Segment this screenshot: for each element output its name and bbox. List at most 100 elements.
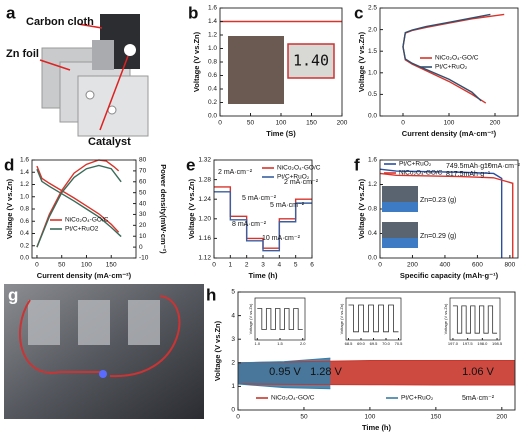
annotation: 10 mA·cm⁻²	[262, 235, 301, 242]
annotation: 5 mA·cm⁻²	[242, 195, 277, 202]
y-tick-label: 1.5	[368, 48, 377, 55]
x-tick-label: 600	[472, 262, 483, 269]
cycling-band	[238, 358, 331, 389]
y2-axis-label: Power density(mW·cm⁻²)	[159, 164, 168, 254]
inset-line	[257, 308, 303, 330]
legend-label: NiCo₂O₄-GO/C	[271, 395, 315, 402]
y-tick-label: 0.6	[20, 218, 29, 225]
y-axis-label: Voltage (V vs.Zn)	[357, 31, 366, 92]
x-axis-label: Current density (mA·cm⁻²)	[37, 271, 132, 280]
x-tick-label: 800	[504, 262, 515, 269]
x-tick-label: 6	[310, 262, 314, 269]
annotation: 8 mA·cm⁻²	[232, 221, 267, 228]
plot-frame	[379, 7, 519, 117]
y-tick-label: 2.0	[368, 26, 377, 33]
annotation: 2 mA·cm⁻²	[218, 169, 253, 176]
panel-label: f	[354, 155, 360, 174]
x-tick-label: 200	[337, 120, 348, 127]
x-tick-label: 200	[407, 262, 418, 269]
y-tick-label: 0.8	[368, 206, 377, 213]
x-axis-label: Time (h)	[248, 271, 278, 280]
data-line	[379, 168, 503, 258]
y-tick-label: 1	[231, 383, 235, 390]
inset-x-tick-label: 1.5	[277, 341, 283, 346]
y-tick-label: 0.0	[368, 255, 377, 262]
y-tick-label: 1.0	[208, 45, 217, 52]
legend-label: Pt/C+RuO2	[65, 226, 99, 233]
inset-x-tick-label: 197.0	[448, 341, 459, 346]
y2-tick-label: 0	[139, 244, 143, 251]
inset-photo	[382, 202, 418, 212]
inset-x-tick-label: 1.0	[254, 341, 260, 346]
cell	[78, 300, 110, 345]
legend-label: Pt/C+RuO₂	[399, 161, 432, 168]
y-tick-label: 0.0	[208, 113, 217, 120]
pointer	[77, 23, 103, 29]
y2-tick-label: -10	[139, 255, 149, 262]
led	[99, 370, 107, 378]
y2-tick-label: 40	[139, 200, 147, 207]
band-edge	[237, 383, 515, 386]
x-tick-label: 100	[364, 414, 375, 421]
y-tick-label: 1.6	[208, 5, 217, 12]
x-tick-label: 0	[401, 120, 405, 127]
y-axis-label: Voltage (V vs.Zn)	[192, 31, 201, 92]
y-tick-label: 4	[231, 312, 235, 319]
x-tick-label: 100	[81, 262, 92, 269]
y-tick-label: 2.5	[368, 5, 377, 12]
cell	[128, 300, 160, 345]
y2-tick-label: 10	[139, 233, 147, 240]
inset-x-tick-label: 69.0	[357, 341, 366, 346]
y-tick-label: 2	[231, 360, 235, 367]
annotation: 1.06 V	[462, 366, 494, 378]
x-axis-label: Time (S)	[266, 129, 296, 138]
inset-photo	[382, 238, 418, 248]
x-axis-label: Time (h)	[362, 423, 392, 432]
y-tick-label: 0.5	[368, 91, 377, 98]
y-tick-label: 1.6	[368, 157, 377, 164]
inset-x-tick-label: 197.5	[463, 341, 474, 346]
y-axis-label: Voltage (V vs.Zn)	[357, 178, 366, 239]
data-line	[36, 164, 122, 248]
inset-x-tick-label: 198.5	[492, 341, 503, 346]
y2-tick-label: 30	[139, 211, 147, 218]
y2-tick-label: 80	[139, 157, 147, 164]
inset-x-tick-label: 198.0	[477, 341, 488, 346]
y-tick-label: 0.0	[20, 255, 29, 262]
x-axis-label: Specific capacity (mAh·g⁻¹)	[400, 271, 499, 280]
lcd-display: 1.40	[293, 52, 329, 70]
pointer	[99, 55, 129, 131]
inset-x-tick-label: 68.5	[345, 341, 354, 346]
y-tick-label: 3	[231, 336, 235, 343]
x-tick-label: 50	[58, 262, 66, 269]
catalyst-spot	[124, 44, 136, 56]
legend-label: NiCo₂O₄-GO/C	[435, 55, 479, 62]
cell	[28, 300, 60, 345]
panel-g: g	[4, 284, 204, 419]
band-edge	[237, 359, 515, 364]
y-tick-label: 0.4	[368, 230, 377, 237]
y-tick-label: 1.32	[198, 157, 211, 164]
panel-label: b	[188, 3, 198, 22]
y2-tick-label: 70	[139, 168, 147, 175]
inset-y-label: Voltage (V vs.Zn)	[443, 303, 448, 334]
x-tick-label: 4	[278, 262, 282, 269]
x-tick-label: 50	[300, 414, 308, 421]
panel-label: a	[6, 3, 16, 22]
panel-label: g	[8, 285, 18, 304]
y-tick-label: 5	[231, 289, 235, 296]
hole	[85, 90, 95, 100]
label: Catalyst	[88, 136, 131, 148]
legend-label: Pt/C+RuO₂	[277, 174, 310, 181]
x-tick-label: 150	[106, 262, 117, 269]
inset-x-tick-label: 2.0	[300, 341, 306, 346]
band-edge	[237, 383, 331, 390]
x-tick-label: 100	[444, 120, 455, 127]
legend-label: Pt/C+RuO₂	[435, 64, 468, 71]
y-tick-label: 0.8	[20, 206, 29, 213]
label: Zn foil	[6, 48, 39, 60]
panel-label: c	[354, 3, 363, 22]
legend-label: Pt/C+RuO₂	[401, 395, 434, 402]
